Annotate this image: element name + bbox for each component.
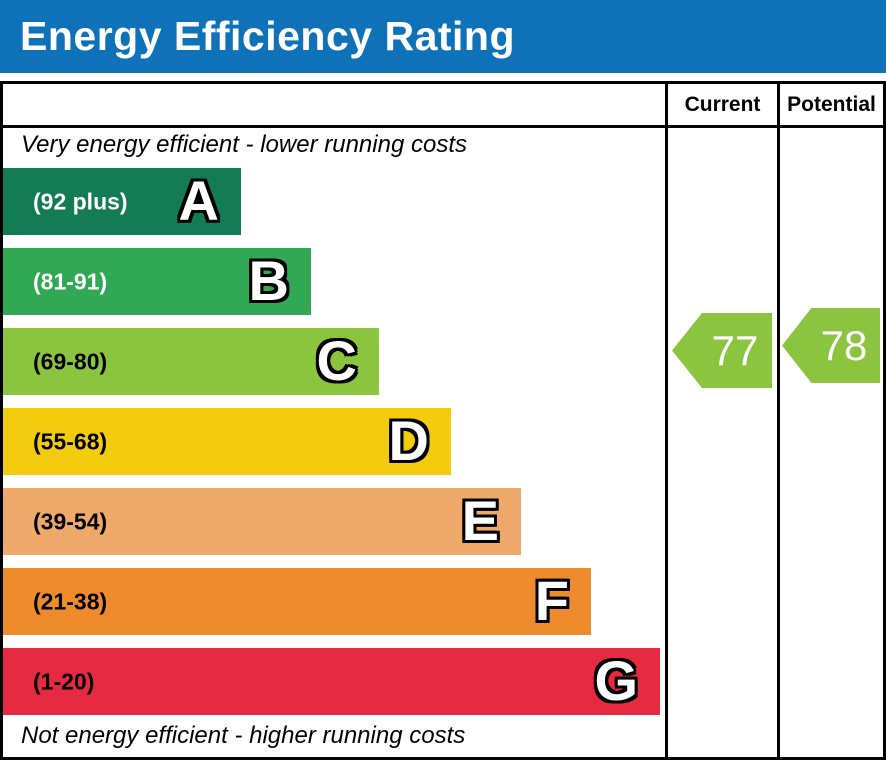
band-d-range: (55-68)	[33, 428, 108, 454]
band-a-letter: A	[178, 168, 219, 232]
band-e-letter: E	[461, 488, 499, 552]
band-f: (21-38) F	[3, 568, 591, 635]
band-a-range: (92 plus)	[33, 188, 128, 214]
column-divider-current	[665, 84, 668, 757]
band-a: (92 plus) A	[3, 168, 241, 235]
header-row-divider	[3, 125, 883, 128]
band-c: (69-80) C	[3, 328, 379, 395]
band-e-range: (39-54)	[33, 508, 108, 534]
band-g: (1-20) G	[3, 648, 660, 715]
band-e: (39-54) E	[3, 488, 521, 555]
page-title: Energy Efficiency Rating	[20, 13, 516, 59]
band-b-range: (81-91)	[33, 268, 108, 294]
current-column-header: Current	[684, 93, 761, 116]
band-g-range: (1-20)	[33, 668, 95, 694]
potential-rating-arrow: 78	[782, 308, 880, 383]
band-f-letter: F	[534, 568, 569, 632]
title-banner: Energy Efficiency Rating	[0, 0, 886, 73]
rating-table: Current Potential Very energy efficient …	[0, 81, 886, 760]
current-rating-arrow: 77	[672, 313, 772, 388]
band-f-range: (21-38)	[33, 588, 108, 614]
band-c-letter: C	[316, 328, 357, 392]
current-rating-value: 77	[711, 326, 759, 374]
band-c-range: (69-80)	[33, 348, 108, 374]
potential-rating-value: 78	[820, 321, 868, 369]
band-d-letter: D	[388, 408, 429, 472]
band-g-letter: G	[594, 648, 638, 712]
bottom-note: Not energy efficient - higher running co…	[21, 722, 466, 749]
top-note: Very energy efficient - lower running co…	[21, 131, 467, 158]
band-b: (81-91) B	[3, 248, 311, 315]
column-divider-potential	[777, 84, 780, 757]
potential-column-header: Potential	[787, 93, 876, 116]
band-b-letter: B	[248, 248, 289, 312]
band-d: (55-68) D	[3, 408, 451, 475]
